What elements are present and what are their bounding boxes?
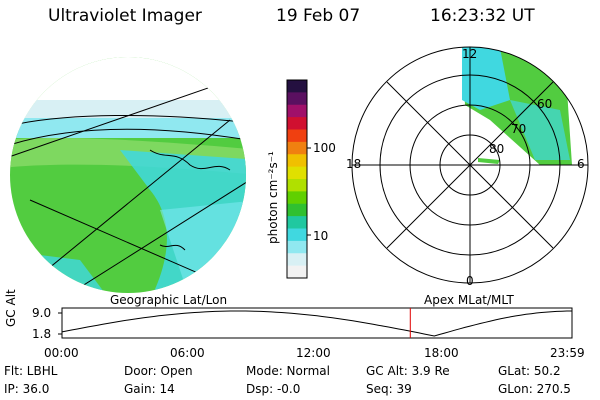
date-label: 19 Feb 07 [276, 6, 361, 26]
geographic-label: Geographic Lat/Lon [110, 293, 228, 307]
status-door: Door: Open [124, 364, 193, 378]
colorbar-swatch [287, 154, 307, 168]
altitude-ylabel: GC Alt [4, 289, 18, 327]
altitude-ytick-1-8: 1.8 [32, 327, 52, 341]
xtick-2359: 23:59 [550, 346, 585, 360]
altitude-plot-frame [61, 307, 573, 339]
colorbar-swatch [287, 166, 307, 180]
status-seq: Seq: 39 [366, 382, 412, 396]
colorbar-swatch [287, 203, 307, 217]
polar-lat-60: 60 [537, 97, 553, 111]
colorbar-swatch [287, 104, 307, 118]
xtick-1200: 12:00 [296, 346, 331, 360]
status-flt: Flt: LBHL [4, 364, 58, 378]
polar-label-0: 0 [466, 274, 474, 288]
colorbar-swatch [287, 129, 307, 143]
status-dsp: Dsp: -0.0 [246, 382, 301, 396]
colorbar-swatch [287, 228, 307, 242]
colorbar-frame [286, 79, 308, 279]
status-mode: Mode: Normal [246, 364, 330, 378]
time-label: 16:23:32 UT [430, 6, 535, 26]
colorbar-swatch [287, 80, 307, 93]
status-gc-alt: GC Alt: 3.9 Re [366, 364, 450, 378]
colorbar-swatch [287, 216, 307, 229]
colorbar-swatch [287, 253, 307, 267]
colorbar-swatch [287, 92, 307, 106]
colorbar-swatch [287, 179, 307, 192]
polar-lat-80: 80 [489, 142, 505, 156]
colorbar-swatch [287, 191, 307, 205]
colorbar-swatch [287, 240, 307, 254]
status-glon: GLon: 270.5 [498, 382, 571, 396]
polar-label-18: 18 [346, 157, 362, 171]
polar-label: Apex MLat/MLT [424, 293, 514, 307]
xtick-1800: 18:00 [424, 346, 459, 360]
xtick-0000: 00:00 [44, 346, 79, 360]
polar-label-6: 6 [577, 157, 585, 171]
xtick-0600: 06:00 [170, 346, 205, 360]
colorbar-swatch [287, 141, 307, 155]
colorbar-swatch [287, 117, 307, 130]
colorbar-tick-10: 10 [313, 229, 329, 243]
polar-label-12: 12 [462, 47, 478, 61]
polar-lat-70: 70 [511, 122, 527, 136]
status-glat: GLat: 50.2 [498, 364, 561, 378]
status-gain: Gain: 14 [124, 382, 175, 396]
colorbar-tick-100: 100 [313, 141, 336, 155]
altitude-curve [61, 310, 572, 337]
instrument-title: Ultraviolet Imager [48, 6, 202, 26]
status-ip: IP: 36.0 [4, 382, 50, 396]
colorbar-swatch [287, 265, 307, 279]
altitude-ytick-9: 9.0 [32, 306, 52, 320]
